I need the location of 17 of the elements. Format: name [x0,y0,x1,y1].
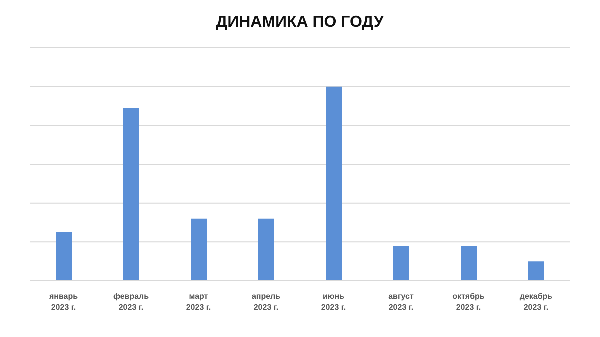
bar [394,246,410,281]
bar [528,262,544,281]
x-tick-label: март 2023 г. [186,292,212,312]
x-tick-label: октябрь 2023 г. [452,292,485,312]
x-tick-label: июнь 2023 г. [321,292,346,312]
x-tick-label: апрель 2023 г. [252,292,281,312]
x-tick-label: декабрь 2023 г. [520,292,553,312]
bar [258,218,274,281]
x-tick-label: январь 2023 г. [49,292,78,312]
x-tick-label: февраль 2023 г. [113,292,150,312]
chart-title: ДИНАМИКА ПО ГОДУ [215,14,385,33]
bar [56,232,72,281]
x-tick-label: август 2023 г. [388,292,414,312]
bar [124,108,140,281]
bar [326,86,342,281]
bar [191,218,207,281]
bar [461,246,477,281]
